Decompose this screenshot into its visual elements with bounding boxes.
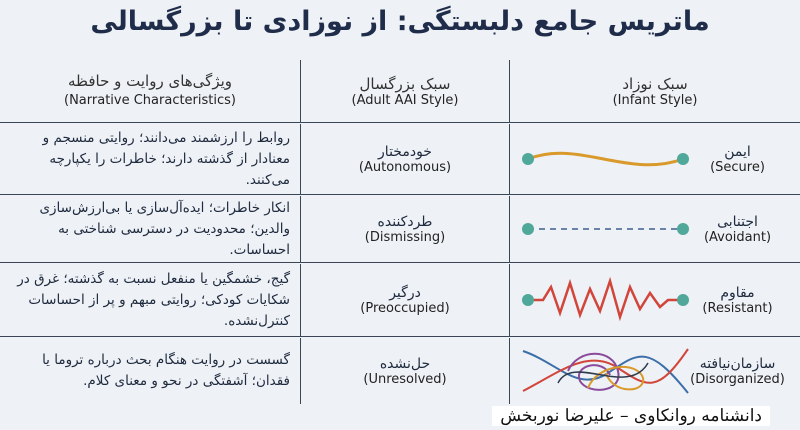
- infant-cell: اجتنابی (Avoidant): [510, 196, 800, 262]
- adult-en: (Preoccupied): [360, 300, 450, 316]
- resistant-icon: [522, 276, 689, 322]
- row: اجتنابی (Avoidant) طردکننده (Dismissing) ا…: [0, 196, 800, 263]
- header-fa: سبک نوزاد: [622, 74, 688, 93]
- adult-fa: درگیر: [389, 284, 421, 301]
- adult-cell: حل‌نشده (Unresolved): [300, 338, 510, 404]
- header-fa: سبک بزرگسال: [359, 74, 451, 93]
- narrative-cell: روابط را ارزشمند می‌دانند؛ روایتی منسجم …: [42, 129, 290, 188]
- row: مقاوم (Resistant) درگیر (Preoccupied) گیج،…: [0, 264, 800, 337]
- disorganized-icon: [522, 348, 689, 394]
- header-cell: ویژگی‌های روایت و حافظه (Narrative Charac…: [0, 60, 300, 122]
- row: ایمن (Secure) خودمختار (Autonomous) روابط …: [0, 124, 800, 195]
- narrative-cell: گیج، خشمگین یا منفعل نسبت به گذشته؛ غرق …: [17, 270, 290, 329]
- adult-cell: خودمختار (Autonomous): [300, 124, 510, 194]
- adult-fa: حل‌نشده: [379, 355, 431, 372]
- narrative-cell: انکار خاطرات؛ ایده‌آل‌سازی یا بی‌ارزش‌سا…: [39, 199, 290, 258]
- infant-fa: سازمان‌نیافته: [699, 355, 776, 372]
- header-en: (Adult AAI Style): [351, 92, 459, 108]
- adult-cell: طردکننده (Dismissing): [300, 196, 510, 262]
- infant-fa: مقاوم: [720, 284, 755, 301]
- avoidant-icon: [522, 223, 689, 235]
- infant-en: (Secure): [710, 159, 765, 175]
- infant-cell: سازمان‌نیافته (Disorganized): [510, 338, 800, 404]
- adult-fa: خودمختار: [378, 143, 432, 160]
- header-fa: ویژگی‌های روایت و حافظه: [67, 72, 233, 90]
- footer: دانشنامه روانکاوی – علیرضا نوربخش: [492, 406, 770, 426]
- infant-fa: اجتنابی: [717, 213, 758, 230]
- adult-fa: طردکننده: [377, 213, 433, 230]
- infant-en: (Disorganized): [690, 371, 785, 387]
- matrix: سبک نوزاد (Infant Style) سبک بزرگسال (Adul…: [0, 60, 800, 405]
- secure-icon: [522, 151, 689, 167]
- header-row: سبک نوزاد (Infant Style) سبک بزرگسال (Adul…: [0, 60, 800, 123]
- header-cell: سبک بزرگسال (Adult AAI Style): [300, 60, 510, 122]
- adult-cell: درگیر (Preoccupied): [300, 264, 510, 336]
- row: سازمان‌نیافته (Disorganized) حل‌نشده (Unre…: [0, 338, 800, 404]
- title: ماتریس جامع دلبستگی: از نوزادی تا بزرگسا…: [90, 6, 710, 37]
- infant-cell: مقاوم (Resistant): [510, 264, 800, 336]
- infant-fa: ایمن: [724, 143, 751, 160]
- header-en: (Narrative Characteristics): [64, 93, 236, 108]
- adult-en: (Dismissing): [364, 229, 446, 245]
- infant-en: (Resistant): [702, 300, 773, 316]
- header-en: (Infant Style): [612, 92, 698, 108]
- infant-cell: ایمن (Secure): [510, 124, 800, 194]
- adult-en: (Unresolved): [363, 371, 447, 387]
- header-cell: سبک نوزاد (Infant Style): [510, 60, 800, 122]
- infant-en: (Avoidant): [703, 229, 772, 245]
- adult-en: (Autonomous): [358, 159, 452, 175]
- narrative-cell: گسست در روایت هنگام بحث درباره تروما یا …: [42, 352, 290, 389]
